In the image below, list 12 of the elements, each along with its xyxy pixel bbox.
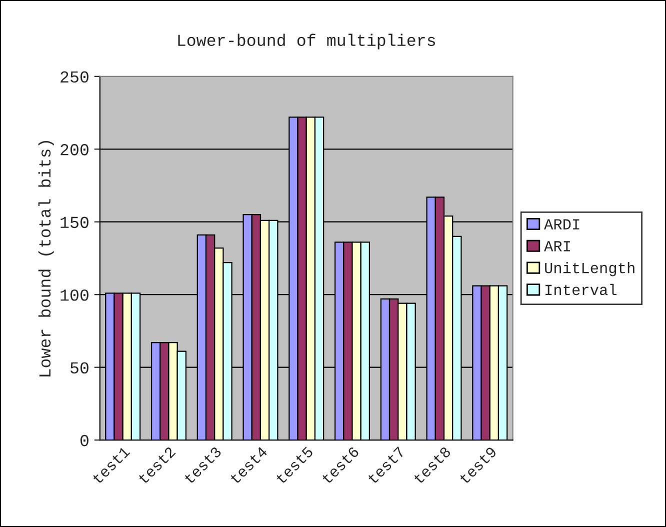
y-tick-label: 250 [60, 71, 88, 83]
legend-label: Interval [546, 284, 616, 296]
chart-title: Lower-bound of multipliers [178, 34, 435, 50]
y-tick-label: 50 [70, 362, 88, 374]
y-tick-label: 100 [60, 289, 88, 301]
legend-label: ARDI [544, 219, 580, 230]
legend-label: UnitLength [545, 262, 634, 276]
legend-label: ARI [544, 241, 570, 252]
y-tick-label: 200 [60, 144, 88, 156]
y-tick-label: 150 [60, 216, 88, 228]
y-tick-label: 0 [80, 434, 88, 446]
y-axis-title: Lower bound (total bits) [38, 141, 54, 376]
